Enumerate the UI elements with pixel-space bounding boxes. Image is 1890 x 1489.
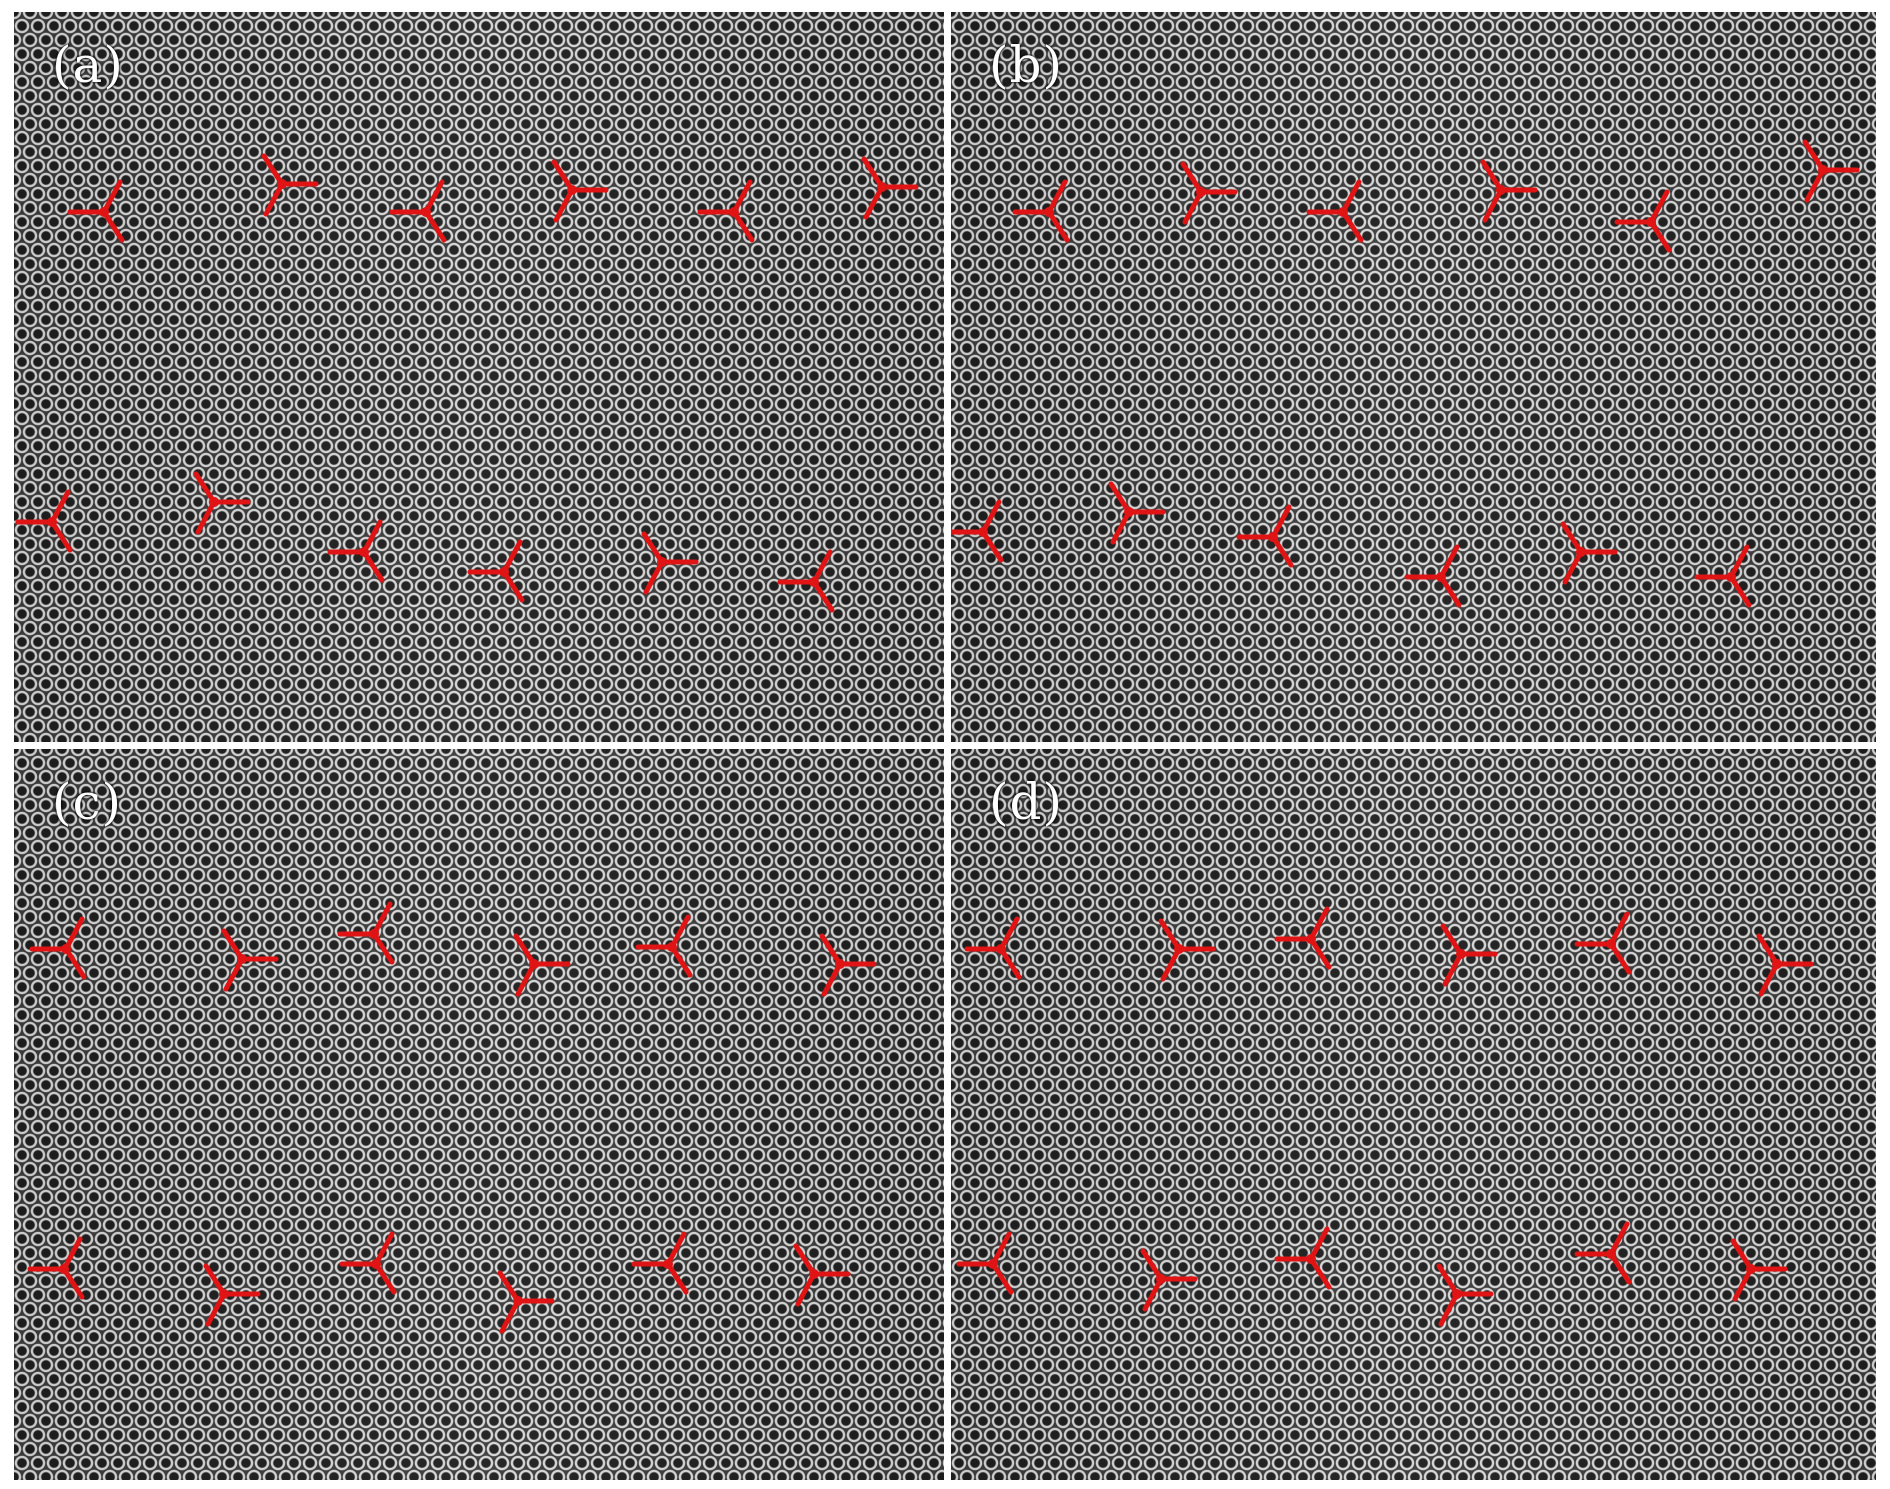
defect-marker-icon <box>1730 1238 1788 1302</box>
defect-marker-icon <box>1574 1221 1632 1285</box>
defect-marker-icon <box>221 928 279 992</box>
defect-marker-icon <box>203 1263 261 1327</box>
defect-marker-icon <box>261 153 319 217</box>
defect-marker-icon <box>951 499 1004 563</box>
panel-d: (d) <box>951 749 1876 1480</box>
defect-marker-icon <box>1756 933 1814 997</box>
defect-marker-icon <box>29 916 87 980</box>
defect-marker-icon <box>1404 544 1462 608</box>
defect-marker-icon <box>389 179 447 243</box>
defect-marker-icon <box>631 1231 689 1295</box>
panel-b-label: (b) <box>989 36 1064 94</box>
defect-marker-icon <box>327 519 385 583</box>
defect-marker-icon <box>1274 906 1332 970</box>
defect-marker-icon <box>1180 161 1238 225</box>
panel-a-markers <box>15 153 919 613</box>
defect-marker-icon <box>1108 481 1166 545</box>
panel-b: (b) <box>951 12 1876 742</box>
panel-d-markers <box>956 906 1814 1327</box>
defect-marker-icon <box>1802 139 1860 203</box>
defect-marker-icon <box>15 489 73 553</box>
defect-marker-icon <box>1140 1248 1198 1312</box>
defect-marker-icon <box>339 1231 397 1295</box>
defect-marker-icon <box>777 549 835 613</box>
defect-marker-icon <box>193 471 251 535</box>
panel-a: (a) <box>14 12 944 742</box>
defect-marker-icon <box>1274 1226 1332 1290</box>
defect-marker-icon <box>1158 918 1216 982</box>
defect-marker-icon <box>1694 544 1752 608</box>
defect-marker-icon <box>1560 521 1618 585</box>
panel-b-markers <box>951 139 1860 608</box>
defect-marker-icon <box>67 179 125 243</box>
defect-marker-icon <box>497 1270 555 1334</box>
defect-marker-icon <box>697 179 755 243</box>
panel-d-label: (d) <box>989 773 1064 831</box>
defect-marker-icon <box>1236 504 1294 568</box>
defect-marker-icon <box>1440 923 1498 987</box>
panel-c-markers <box>27 901 877 1334</box>
defect-marker-icon <box>635 914 693 978</box>
defect-marker-icon <box>513 933 571 997</box>
defect-marker-icon <box>956 1231 1014 1295</box>
defect-marker-icon <box>1306 179 1364 243</box>
defect-marker-icon <box>1614 189 1672 253</box>
panel-a-label: (a) <box>52 36 124 94</box>
defect-marker-icon <box>27 1236 85 1300</box>
defect-marker-icon <box>551 159 609 223</box>
defect-marker-icon <box>819 933 877 997</box>
defect-marker-icon <box>337 901 395 965</box>
defect-marker-icon <box>861 156 919 220</box>
panel-c-label: (c) <box>52 773 123 831</box>
defect-marker-icon <box>1574 911 1632 975</box>
defect-marker-icon <box>793 1243 851 1307</box>
defect-marker-icon <box>964 916 1022 980</box>
defect-marker-icon <box>467 539 525 603</box>
defect-marker-icon <box>1480 159 1538 223</box>
defect-marker-icon <box>1436 1263 1494 1327</box>
panel-c: (c) <box>14 749 944 1480</box>
defect-marker-icon <box>641 531 699 595</box>
defect-marker-icon <box>1012 179 1070 243</box>
